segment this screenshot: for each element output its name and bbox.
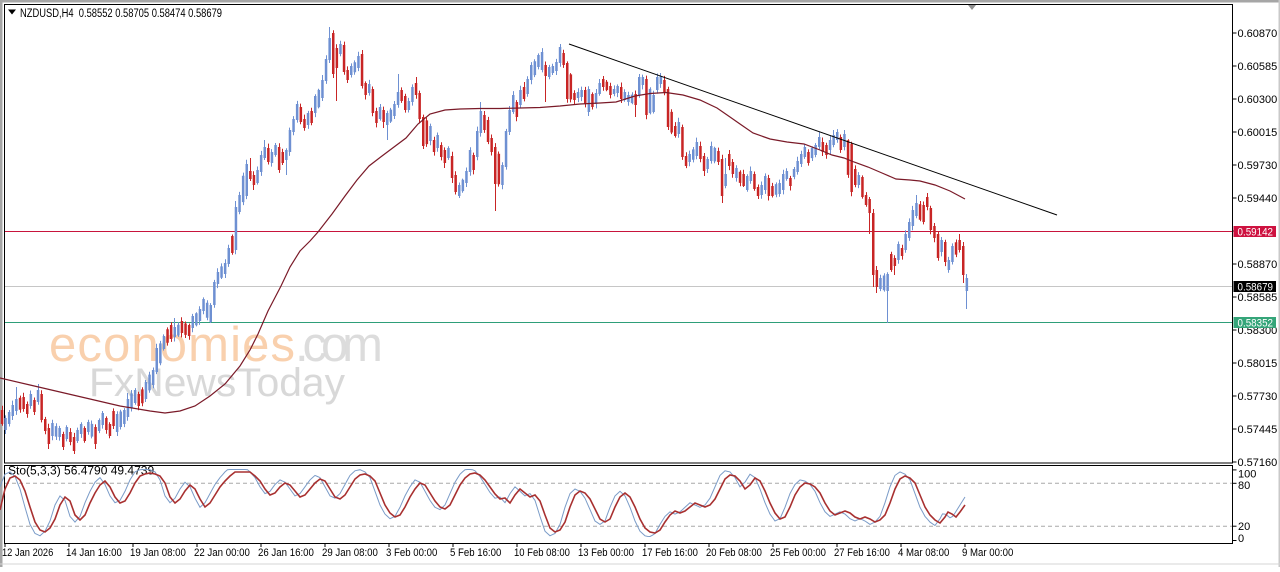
svg-text:0.58870: 0.58870: [1238, 259, 1278, 271]
svg-text:14 Jan 16:00: 14 Jan 16:00: [66, 547, 122, 559]
svg-text:27 Feb 16:00: 27 Feb 16:00: [834, 547, 890, 559]
svg-text:0.59730: 0.59730: [1238, 160, 1278, 172]
svg-text:0.59440: 0.59440: [1238, 193, 1278, 205]
svg-text:0.60585: 0.60585: [1238, 61, 1278, 73]
svg-text:100: 100: [1238, 469, 1256, 481]
svg-text:0.60015: 0.60015: [1238, 127, 1278, 139]
svg-text:13 Feb 00:00: 13 Feb 00:00: [578, 547, 634, 559]
svg-text:22 Jan 00:00: 22 Jan 00:00: [194, 547, 250, 559]
svg-text:0.59142: 0.59142: [1238, 227, 1274, 239]
svg-text:0.58015: 0.58015: [1238, 358, 1278, 370]
svg-text:0.60870: 0.60870: [1238, 28, 1278, 40]
svg-text:0.58352: 0.58352: [1238, 318, 1274, 330]
svg-text:10 Feb 08:00: 10 Feb 08:00: [514, 547, 570, 559]
svg-text:20 Feb 08:00: 20 Feb 08:00: [706, 547, 762, 559]
svg-text:0: 0: [1238, 533, 1244, 545]
svg-text:0.57730: 0.57730: [1238, 391, 1278, 403]
svg-text:29 Jan 08:00: 29 Jan 08:00: [322, 547, 378, 559]
svg-text:9 Mar 00:00: 9 Mar 00:00: [962, 547, 1013, 559]
svg-text:25 Feb 00:00: 25 Feb 00:00: [770, 547, 826, 559]
svg-text:3 Feb 00:00: 3 Feb 00:00: [386, 547, 437, 559]
svg-text:19 Jan 08:00: 19 Jan 08:00: [130, 547, 186, 559]
svg-text:5 Feb 16:00: 5 Feb 16:00: [450, 547, 501, 559]
svg-text:12 Jan 2026: 12 Jan 2026: [2, 547, 53, 559]
svg-text:0.58585: 0.58585: [1238, 292, 1278, 304]
svg-text:80: 80: [1238, 480, 1250, 492]
svg-text:26 Jan 16:00: 26 Jan 16:00: [258, 547, 314, 559]
svg-text:NZDUSD,H4 0.58552 0.58705 0.5: NZDUSD,H4 0.58552 0.58705 0.58474 0.5867…: [20, 8, 222, 20]
svg-text:0.58679: 0.58679: [1238, 282, 1274, 294]
svg-text:0.57160: 0.57160: [1238, 457, 1278, 469]
svg-text:0.57445: 0.57445: [1238, 424, 1278, 436]
svg-text:4 Mar 08:00: 4 Mar 08:00: [898, 547, 949, 559]
svg-text:17 Feb 16:00: 17 Feb 16:00: [642, 547, 698, 559]
svg-text:20: 20: [1238, 521, 1250, 533]
svg-text:0.60300: 0.60300: [1238, 94, 1278, 106]
